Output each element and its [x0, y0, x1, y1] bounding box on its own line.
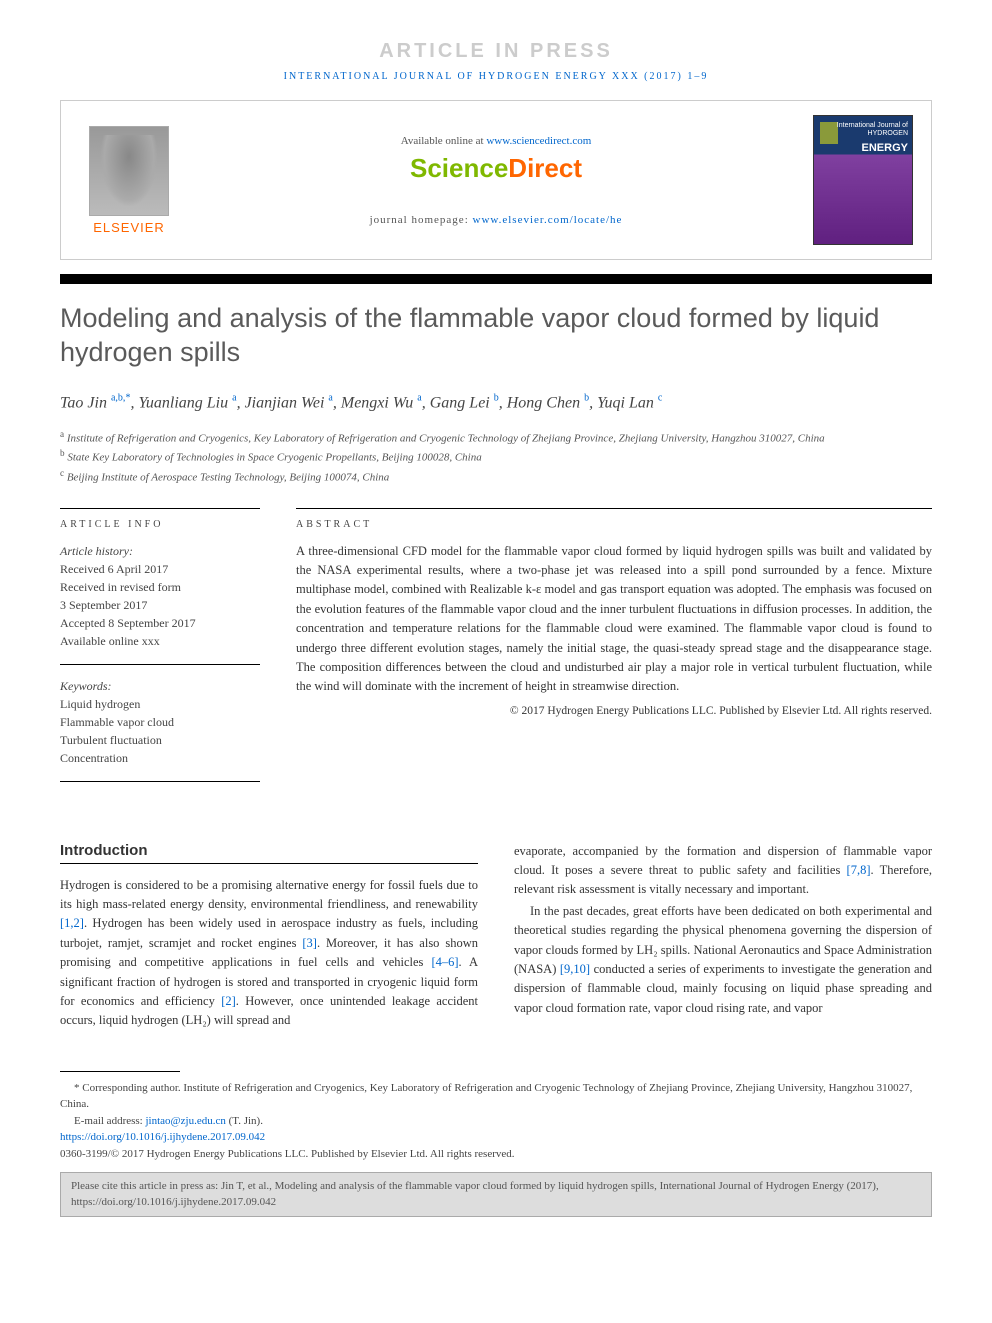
ref-2[interactable]: [2]: [221, 994, 236, 1008]
available-online: Available online xxx: [60, 632, 260, 650]
affiliation-a: a Institute of Refrigeration and Cryogen…: [60, 428, 932, 447]
citation-box: Please cite this article in press as: Ji…: [60, 1172, 932, 1217]
homepage-line: journal homepage: www.elsevier.com/locat…: [189, 214, 803, 226]
intro-paragraph-2: In the past decades, great efforts have …: [514, 902, 932, 1018]
keywords-block: Keywords: Liquid hydrogen Flammable vapo…: [60, 677, 260, 782]
history-label: Article history:: [60, 542, 260, 560]
author-1-affil[interactable]: a,b,: [111, 394, 125, 411]
author-4-affil[interactable]: a: [417, 394, 421, 411]
sciencedirect-logo[interactable]: ScienceDirect: [189, 153, 803, 184]
sd-direct-word: Direct: [508, 153, 582, 183]
elsevier-logo[interactable]: ELSEVIER: [79, 126, 179, 235]
author-2[interactable]: Yuanliang Liu: [138, 394, 228, 411]
author-5-affil[interactable]: b: [494, 394, 499, 411]
homepage-prefix: journal homepage:: [370, 214, 473, 226]
sciencedirect-link[interactable]: www.sciencedirect.com: [486, 135, 591, 147]
homepage-link[interactable]: www.elsevier.com/locate/he: [473, 214, 623, 226]
elsevier-wordmark: ELSEVIER: [79, 220, 179, 235]
author-6-affil[interactable]: b: [584, 394, 589, 411]
ref-3[interactable]: [3]: [302, 936, 317, 950]
keyword-3: Turbulent fluctuation: [60, 731, 260, 749]
corresponding-author-note: * Corresponding author. Institute of Ref…: [60, 1080, 932, 1113]
introduction-heading: Introduction: [60, 842, 478, 864]
footnote-separator: [60, 1071, 180, 1072]
issn-copyright-line: 0360-3199/© 2017 Hydrogen Energy Publica…: [60, 1146, 932, 1163]
author-2-affil[interactable]: a: [232, 394, 236, 411]
journal-header: ELSEVIER Available online at www.science…: [60, 100, 932, 260]
doi-link[interactable]: https://doi.org/10.1016/j.ijhydene.2017.…: [60, 1131, 265, 1143]
received-date: Received 6 April 2017: [60, 560, 260, 578]
email-line: E-mail address: jintao@zju.edu.cn (T. Ji…: [60, 1113, 932, 1130]
keywords-label: Keywords:: [60, 677, 260, 695]
author-6[interactable]: Hong Chen: [507, 394, 580, 411]
divider-bar: [60, 274, 932, 284]
author-1[interactable]: Tao Jin: [60, 394, 107, 411]
abstract-heading: ABSTRACT: [296, 508, 932, 530]
cover-small-text: International Journal of HYDROGEN: [837, 122, 908, 137]
article-in-press-banner: ARTICLE IN PRESS: [60, 40, 932, 63]
article-title: Modeling and analysis of the flammable v…: [60, 302, 932, 370]
author-7[interactable]: Yuqi Lan: [597, 394, 654, 411]
corresponding-email-link[interactable]: jintao@zju.edu.cn: [145, 1115, 225, 1127]
ref-9-10[interactable]: [9,10]: [560, 962, 590, 976]
author-4[interactable]: Mengxi Wu: [341, 394, 413, 411]
author-list: Tao Jin a,b,*, Yuanliang Liu a, Jianjian…: [60, 392, 932, 415]
intro-paragraph-1: Hydrogen is considered to be a promising…: [60, 876, 478, 1031]
revised-line2: 3 September 2017: [60, 596, 260, 614]
revised-line1: Received in revised form: [60, 578, 260, 596]
ref-7-8[interactable]: [7,8]: [847, 863, 871, 877]
accepted-date: Accepted 8 September 2017: [60, 614, 260, 632]
cover-energy-text: ENERGY: [862, 142, 908, 154]
article-history: Article history: Received 6 April 2017 R…: [60, 542, 260, 665]
available-online-line: Available online at www.sciencedirect.co…: [189, 135, 803, 147]
journal-cover-thumbnail[interactable]: International Journal of HYDROGEN ENERGY: [813, 115, 913, 245]
affiliations: a Institute of Refrigeration and Cryogen…: [60, 428, 932, 485]
author-3[interactable]: Jianjian Wei: [245, 394, 325, 411]
keyword-1: Liquid hydrogen: [60, 695, 260, 713]
ref-1-2[interactable]: [1,2]: [60, 916, 84, 930]
author-5[interactable]: Gang Lei: [430, 394, 490, 411]
abstract-copyright: © 2017 Hydrogen Energy Publications LLC.…: [296, 705, 932, 717]
journal-reference: INTERNATIONAL JOURNAL OF HYDROGEN ENERGY…: [60, 71, 932, 82]
author-7-affil[interactable]: c: [658, 394, 662, 411]
available-prefix: Available online at: [401, 135, 487, 147]
affiliation-c: c Beijing Institute of Aerospace Testing…: [60, 467, 932, 486]
article-info-heading: ARTICLE INFO: [60, 508, 260, 530]
keyword-4: Concentration: [60, 749, 260, 767]
author-3-affil[interactable]: a: [328, 394, 332, 411]
footnotes: * Corresponding author. Institute of Ref…: [60, 1080, 932, 1163]
affiliation-b: b State Key Laboratory of Technologies i…: [60, 447, 932, 466]
ref-4-6[interactable]: [4–6]: [431, 955, 458, 969]
author-1-corr[interactable]: *: [125, 394, 130, 411]
sd-science-word: Science: [410, 153, 508, 183]
elsevier-tree-icon: [89, 126, 169, 216]
intro-paragraph-1-cont: evaporate, accompanied by the formation …: [514, 842, 932, 900]
keyword-2: Flammable vapor cloud: [60, 713, 260, 731]
abstract-text: A three-dimensional CFD model for the fl…: [296, 542, 932, 697]
